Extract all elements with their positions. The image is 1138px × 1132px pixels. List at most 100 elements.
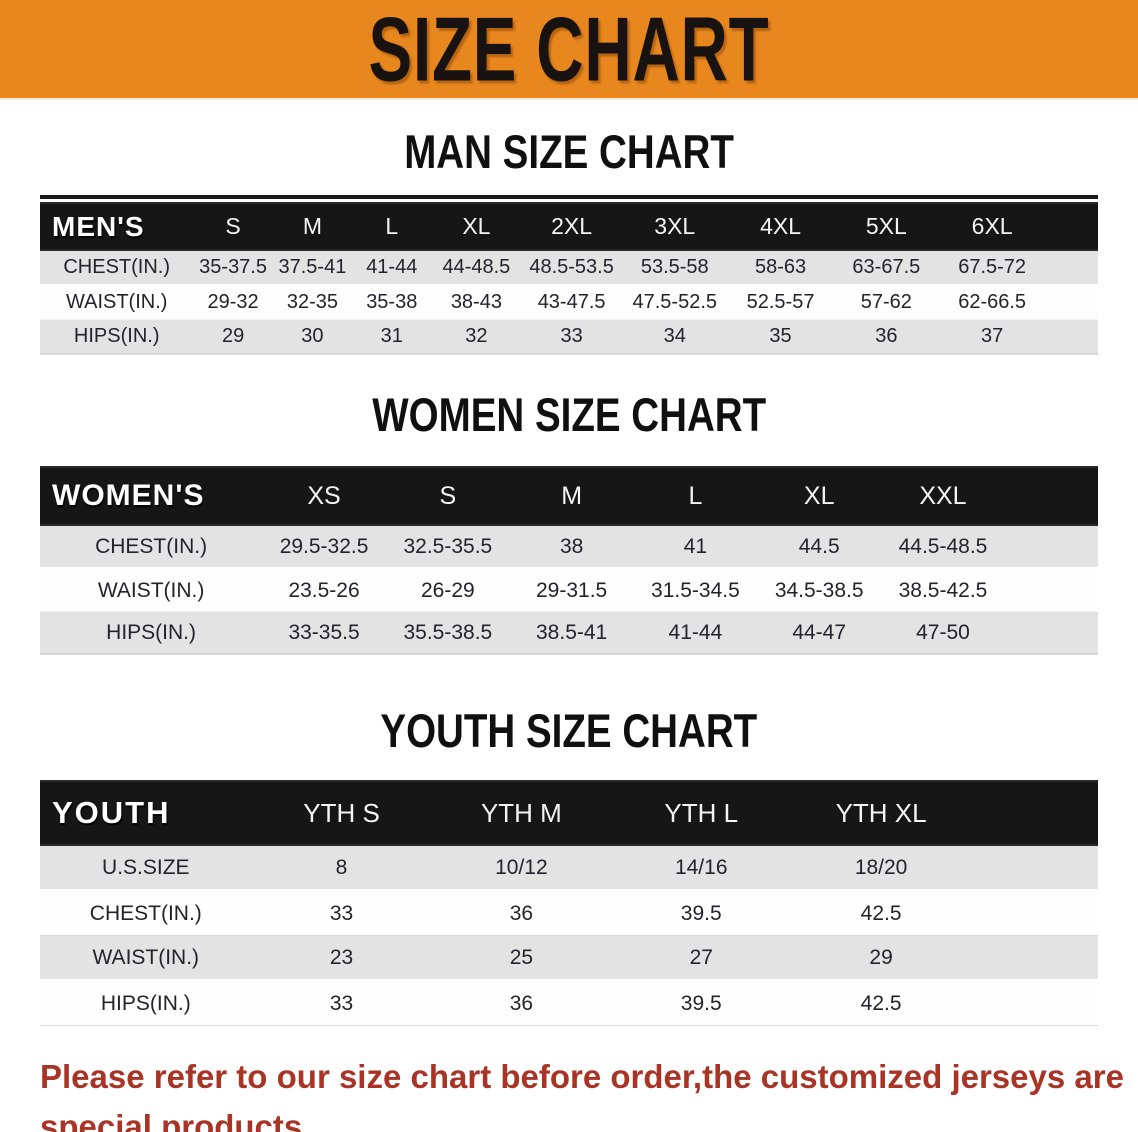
size-value-cell: 23.5-26 xyxy=(262,570,386,612)
size-column-header: YTH L xyxy=(611,780,792,846)
measurement-row-label: U.S.SIZE xyxy=(40,846,252,892)
size-value-cell: 33 xyxy=(251,892,432,936)
table-corner-label: YOUTH xyxy=(40,780,252,846)
table-row: WAIST(IN.) 23.5-26 26-29 29-31.5 31.5-34.5 34… xyxy=(40,570,1098,612)
table-row: CHEST(IN.) 33 36 39.5 42.5 xyxy=(40,892,1098,936)
table-row: HIPS(IN.) 33 36 39.5 42.5 xyxy=(40,982,1098,1026)
size-value-cell: 35 xyxy=(727,320,834,355)
size-value-cell: 33 xyxy=(521,320,622,355)
size-value-cell: 31 xyxy=(352,320,432,355)
men-table-top-rule xyxy=(40,195,1098,199)
size-value-cell: 47-50 xyxy=(881,612,1005,655)
size-value-cell: 44.5 xyxy=(757,526,882,570)
size-value-cell: 36 xyxy=(431,982,612,1026)
size-value-cell: 38.5-41 xyxy=(509,612,634,655)
table-row: WAIST(IN.) 23 25 27 29 xyxy=(40,936,1098,982)
size-column-header: S xyxy=(385,466,510,526)
measurement-row-label: HIPS(IN.) xyxy=(40,320,194,355)
size-value-cell: 38-43 xyxy=(431,286,522,320)
size-value-cell: 36 xyxy=(833,320,940,355)
header-filler-cell xyxy=(971,780,1098,846)
size-value-cell: 26-29 xyxy=(385,570,510,612)
measurement-row-label: CHEST(IN.) xyxy=(40,526,263,570)
size-value-cell: 42.5 xyxy=(791,982,972,1026)
size-value-cell: 47.5-52.5 xyxy=(621,286,728,320)
size-value-cell: 32 xyxy=(431,320,522,355)
header-filler-cell xyxy=(1004,466,1098,526)
size-value-cell: 23 xyxy=(251,936,432,982)
size-value-cell: 33 xyxy=(251,982,432,1026)
measurement-row-label: WAIST(IN.) xyxy=(40,286,194,320)
row-filler-cell xyxy=(971,936,1098,982)
size-column-header: 2XL xyxy=(521,202,622,251)
size-value-cell: 8 xyxy=(251,846,432,892)
size-column-header: XXL xyxy=(881,466,1005,526)
row-filler-cell xyxy=(971,982,1098,1026)
size-value-cell: 36 xyxy=(431,892,612,936)
man-section-heading: MAN SIZE CHART xyxy=(404,125,734,178)
table-row: WAIST(IN.) 29-32 32-35 35-38 38-43 43-47.5 47.… xyxy=(40,286,1098,320)
size-value-cell: 34 xyxy=(621,320,728,355)
size-value-cell: 30 xyxy=(272,320,353,355)
size-value-cell: 37 xyxy=(939,320,1046,355)
size-value-cell: 62-66.5 xyxy=(939,286,1046,320)
size-column-header: XS xyxy=(262,466,386,526)
size-value-cell: 32.5-35.5 xyxy=(385,526,510,570)
size-value-cell: 57-62 xyxy=(833,286,940,320)
table-corner-label: WOMEN'S xyxy=(40,466,263,526)
measurement-row-label: HIPS(IN.) xyxy=(40,612,263,655)
table-row: HIPS(IN.) 33-35.5 35.5-38.5 38.5-41 41-44 44-… xyxy=(40,612,1098,655)
size-value-cell: 41 xyxy=(633,526,758,570)
size-value-cell: 58-63 xyxy=(727,251,834,286)
youth-size-table: YOUTH YTH S YTH M YTH L YTH XL U.S.SIZE 8 10/12… xyxy=(40,780,1098,1026)
row-filler-cell xyxy=(1004,526,1098,570)
size-value-cell: 27 xyxy=(611,936,792,982)
size-value-cell: 29-31.5 xyxy=(509,570,634,612)
table-header-band: WOMEN'S XS S M L XL XXL xyxy=(40,466,1098,526)
man-size-chart-section: MEN'S S M L XL 2XL 3XL 4XL 5XL 6XL CHEST(IN.) 35-37… xyxy=(40,202,1098,355)
table-row: HIPS(IN.) 29 30 31 32 33 34 35 36 37 xyxy=(40,320,1098,355)
measurement-row-label: WAIST(IN.) xyxy=(40,936,252,982)
size-value-cell: 29.5-32.5 xyxy=(262,526,386,570)
measurement-row-label: CHEST(IN.) xyxy=(40,251,194,286)
size-value-cell: 44-47 xyxy=(757,612,882,655)
measurement-row-label: WAIST(IN.) xyxy=(40,570,263,612)
size-value-cell: 35-38 xyxy=(352,286,432,320)
size-value-cell: 14/16 xyxy=(611,846,792,892)
women-size-chart-section: WOMEN'S XS S M L XL XXL CHEST(IN.) 29.5-32.5 32.5… xyxy=(40,466,1098,655)
size-value-cell: 67.5-72 xyxy=(939,251,1046,286)
row-filler-cell xyxy=(971,892,1098,936)
table-header-band: YOUTH YTH S YTH M YTH L YTH XL xyxy=(40,780,1098,846)
size-column-header: YTH XL xyxy=(791,780,972,846)
size-column-header: L xyxy=(633,466,758,526)
disclaimer-text: Please refer to our size chart before or… xyxy=(40,1052,1126,1132)
women-size-table: WOMEN'S XS S M L XL XXL CHEST(IN.) 29.5-32.5 32.5… xyxy=(40,466,1098,655)
size-column-header: 3XL xyxy=(621,202,728,251)
measurement-row-label: CHEST(IN.) xyxy=(40,892,252,936)
size-value-cell: 38.5-42.5 xyxy=(881,570,1005,612)
size-value-cell: 25 xyxy=(431,936,612,982)
size-column-header: YTH M xyxy=(431,780,612,846)
table-header-band: MEN'S S M L XL 2XL 3XL 4XL 5XL 6XL xyxy=(40,202,1098,251)
table-corner-label: MEN'S xyxy=(40,202,194,251)
size-value-cell: 52.5-57 xyxy=(727,286,834,320)
size-value-cell: 39.5 xyxy=(611,982,792,1026)
table-row: CHEST(IN.) 29.5-32.5 32.5-35.5 38 41 44.5 44.5… xyxy=(40,526,1098,570)
size-value-cell: 35.5-38.5 xyxy=(385,612,510,655)
size-value-cell: 33-35.5 xyxy=(262,612,386,655)
size-value-cell: 48.5-53.5 xyxy=(521,251,622,286)
row-filler-cell xyxy=(1045,251,1098,286)
size-value-cell: 29 xyxy=(791,936,972,982)
row-filler-cell xyxy=(1045,286,1098,320)
size-column-header: S xyxy=(193,202,273,251)
size-value-cell: 53.5-58 xyxy=(621,251,728,286)
size-value-cell: 38 xyxy=(509,526,634,570)
women-section-heading: WOMEN SIZE CHART xyxy=(372,388,766,441)
size-value-cell: 35-37.5 xyxy=(193,251,273,286)
size-value-cell: 29-32 xyxy=(193,286,273,320)
size-value-cell: 44.5-48.5 xyxy=(881,526,1005,570)
size-column-header: M xyxy=(272,202,353,251)
size-column-header: 5XL xyxy=(833,202,940,251)
size-column-header: 6XL xyxy=(939,202,1046,251)
size-column-header: 4XL xyxy=(727,202,834,251)
